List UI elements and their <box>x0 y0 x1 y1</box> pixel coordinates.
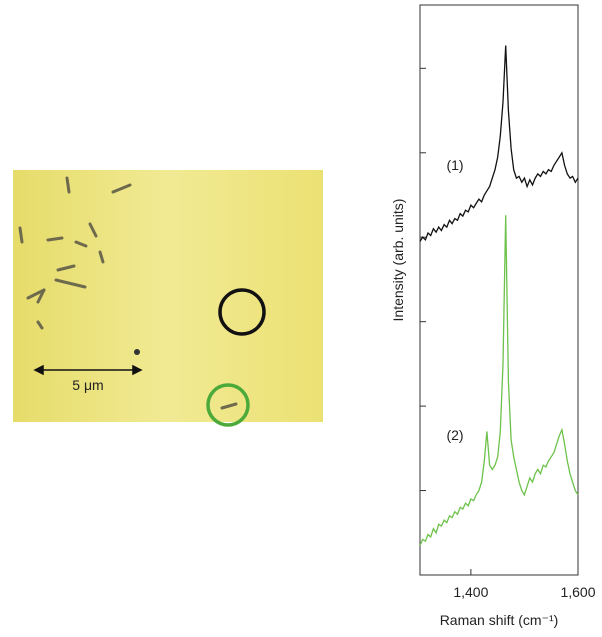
spectrum-line <box>419 215 579 546</box>
micrograph-background <box>13 170 323 422</box>
y-axis-label: Intensity (arb. units) <box>390 199 406 322</box>
x-tick-label: 1,400 <box>453 584 488 600</box>
scale-label: 5 μm <box>72 377 103 393</box>
x-axis-label: Raman shift (cm⁻¹) <box>440 612 559 628</box>
crystals <box>18 176 238 410</box>
particle <box>134 349 140 355</box>
x-tick-label: 1,600 <box>560 584 595 600</box>
micrograph: 5 μm <box>13 170 323 427</box>
curve-annotation: (2) <box>446 427 463 443</box>
circle-black <box>218 288 266 336</box>
scale-bar <box>33 364 143 376</box>
plot-frame <box>419 4 579 576</box>
curve-annotation: (1) <box>446 157 463 173</box>
spectrum-line <box>419 45 579 242</box>
circle-green <box>206 383 250 427</box>
